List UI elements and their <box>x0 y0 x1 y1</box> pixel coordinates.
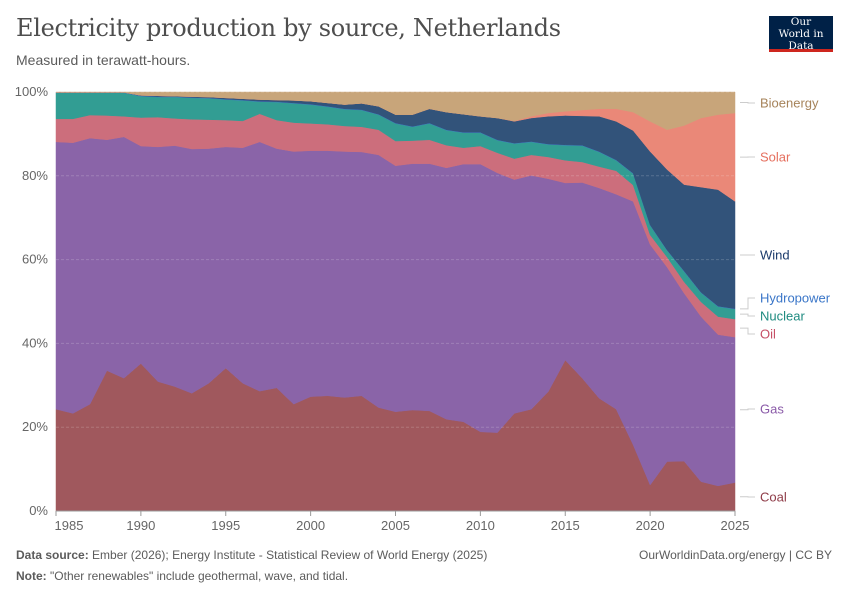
legend-connector <box>740 327 755 335</box>
x-tick-label: 2005 <box>381 518 410 533</box>
source-text: Ember (2026); Energy Institute - Statist… <box>92 548 488 562</box>
x-tick-label: 1995 <box>211 518 240 533</box>
data-source: Data source: Ember (2026); Energy Instit… <box>16 548 487 562</box>
y-tick-label: 40% <box>22 335 48 350</box>
chart-subtitle: Measured in terawatt-hours. <box>16 52 191 68</box>
note: Note: "Other renewables" include geother… <box>16 569 348 583</box>
legend-label-gas[interactable]: Gas <box>760 402 784 417</box>
legend-label-coal[interactable]: Coal <box>760 490 787 505</box>
legend-label-oil[interactable]: Oil <box>760 327 776 342</box>
x-tick-label: 2020 <box>636 518 665 533</box>
y-tick-label: 60% <box>22 252 48 267</box>
x-tick-label: 2015 <box>551 518 580 533</box>
legend-label-solar[interactable]: Solar <box>760 150 791 165</box>
legend-connector <box>740 313 755 317</box>
x-tick-label: 2025 <box>721 518 750 533</box>
x-tick-label: 1990 <box>126 518 155 533</box>
owid-logo[interactable]: Our World in Data <box>769 16 833 52</box>
source-url-link[interactable]: OurWorldinData.org/energy | CC BY <box>639 548 832 562</box>
source-label: Data source: <box>16 548 89 562</box>
area-bioenergy[interactable] <box>55 91 736 130</box>
y-tick-label: 0% <box>29 503 48 518</box>
y-tick-label: 80% <box>22 168 48 183</box>
legend-label-nuclear[interactable]: Nuclear <box>760 309 805 324</box>
legend-connector <box>740 101 755 104</box>
note-text: "Other renewables" include geothermal, w… <box>50 569 349 583</box>
legend-label-wind[interactable]: Wind <box>760 248 790 263</box>
chart-title: Electricity production by source, Nether… <box>16 14 561 42</box>
legend-connector <box>740 297 755 310</box>
x-tick-label: 2000 <box>296 518 325 533</box>
x-tick-label: 2010 <box>466 518 495 533</box>
legend-connector <box>740 408 755 411</box>
legend-label-hydropower[interactable]: Hydropower <box>760 291 831 306</box>
y-tick-label: 100% <box>15 84 49 99</box>
y-tick-label: 20% <box>22 419 48 434</box>
x-tick-label: 1985 <box>55 518 84 533</box>
note-label: Note: <box>16 569 47 583</box>
logo-text: Our World in Data <box>778 15 824 52</box>
legend-label-bioenergy[interactable]: Bioenergy <box>760 96 819 111</box>
